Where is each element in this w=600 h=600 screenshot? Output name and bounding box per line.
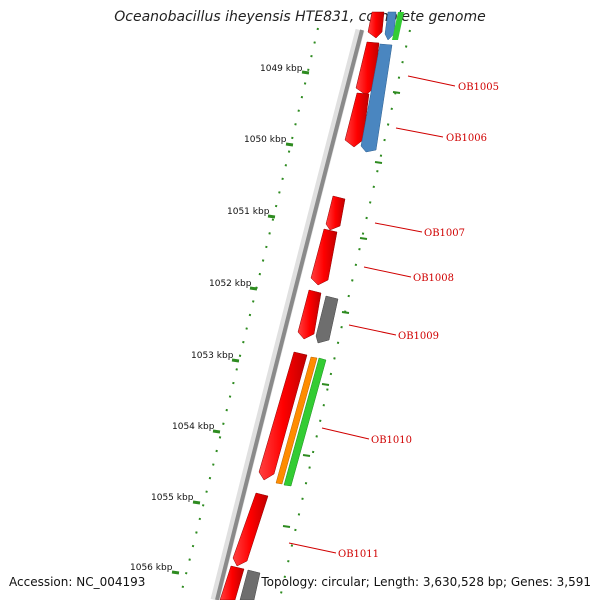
tick-labels: 1049 kbp 1050 kbp 1051 kbp 1052 kbp 1053…	[130, 64, 303, 573]
gene-label-ob1006[interactable]: OB1006	[446, 133, 487, 144]
gene-block	[232, 492, 269, 567]
gene-block	[360, 43, 393, 153]
tick-label-1049: 1049 kbp	[260, 64, 303, 74]
gene-block	[239, 569, 261, 600]
scale-ticks	[171, 70, 310, 575]
tick-label-1050: 1050 kbp	[244, 135, 287, 145]
gene-block	[258, 351, 308, 481]
genes-red	[219, 11, 385, 600]
gene-block	[384, 11, 397, 41]
scale-dotted-inner	[279, 29, 411, 599]
genes-gray	[239, 295, 339, 600]
gene-block	[367, 11, 385, 39]
tick-label-1052: 1052 kbp	[209, 279, 252, 289]
gene-label-ob1011[interactable]: OB1011	[338, 549, 379, 560]
tick-label-1051: 1051 kbp	[227, 207, 270, 217]
gene-block	[344, 92, 370, 148]
genome-summary-text: Topology: circular; Length: 3,630,528 bp…	[261, 575, 591, 589]
gene-block-green-top	[392, 12, 404, 40]
genes-blue	[360, 11, 397, 153]
gene-label-ob1010[interactable]: OB1010	[371, 435, 412, 446]
gene-label-ob1007[interactable]: OB1007	[424, 228, 465, 239]
genome-backbone-shade	[215, 29, 364, 600]
gene-block-green	[283, 357, 327, 487]
tick-label-1054: 1054 kbp	[172, 422, 215, 432]
gene-block	[310, 228, 338, 286]
accession-text: Accession: NC_004193	[9, 575, 146, 589]
gene-labels: OB1005 OB1006 OB1007 OB1008 OB1009 OB101…	[338, 82, 499, 560]
gene-block	[297, 289, 322, 340]
feature-ticks	[282, 91, 401, 528]
gene-block	[325, 195, 346, 231]
gene-block	[315, 295, 339, 344]
gene-block	[219, 565, 245, 600]
gene-label-ob1005[interactable]: OB1005	[458, 82, 499, 93]
gene-label-ob1009[interactable]: OB1009	[398, 331, 439, 342]
tick-label-1055: 1055 kbp	[151, 493, 194, 503]
gene-block-orange	[275, 356, 318, 485]
tick-label-1053: 1053 kbp	[191, 351, 234, 361]
gene-label-ob1008[interactable]: OB1008	[413, 273, 454, 284]
label-leaders	[288, 75, 456, 554]
tick-label-1056: 1056 kbp	[130, 563, 173, 573]
